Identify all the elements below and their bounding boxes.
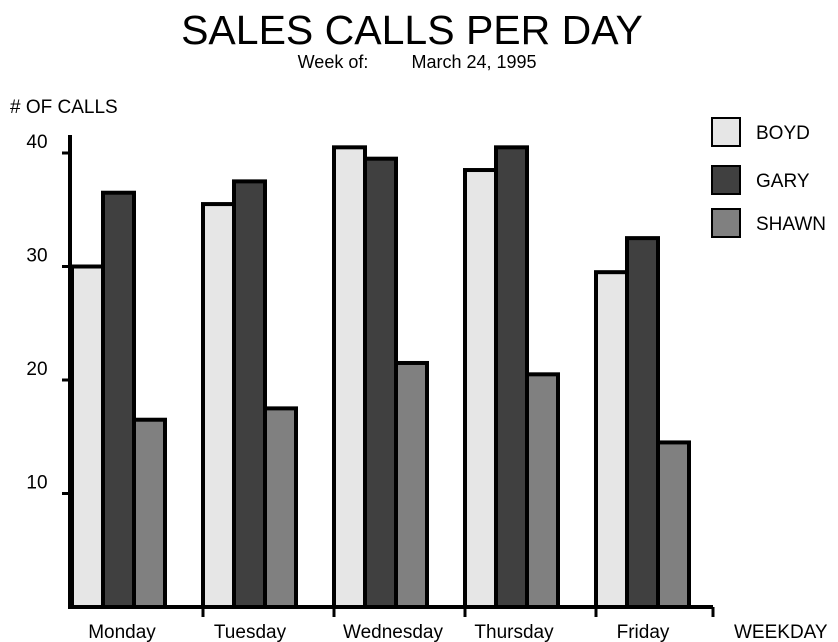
- y-tick-label-40: 40: [26, 132, 47, 153]
- chart-subtitle-prefix: Week of:: [298, 52, 369, 72]
- y-tick-label-20: 20: [26, 359, 47, 380]
- bar-gary-monday: [101, 190, 136, 609]
- bar-gary-thursday: [494, 145, 529, 609]
- legend-swatch-shawn: [711, 208, 741, 238]
- bar-boyd-tuesday: [201, 202, 236, 609]
- category-label-friday: Friday: [617, 622, 670, 642]
- legend-label-shawn: SHAWN: [756, 214, 826, 235]
- x-axis-label: WEEKDAY: [734, 622, 828, 642]
- legend-label-boyd: BOYD: [756, 123, 810, 144]
- bar-shawn-thursday: [525, 372, 560, 610]
- bar-boyd-wednesday: [332, 145, 367, 609]
- bar-gary-wednesday: [363, 156, 398, 610]
- category-label-monday: Monday: [88, 622, 156, 642]
- chart-subtitle-date: March 24, 1995: [411, 52, 536, 72]
- bar-gary-friday: [625, 236, 660, 609]
- category-label-wednesday: Wednesday: [343, 622, 443, 642]
- y-axis-label: # OF CALLS: [10, 97, 118, 118]
- legend-swatch-gary: [711, 165, 741, 195]
- bar-boyd-monday: [70, 264, 105, 609]
- bar-shawn-wednesday: [394, 360, 429, 609]
- y-tick-label-10: 10: [26, 473, 47, 494]
- legend-label-gary: GARY: [756, 171, 810, 192]
- bars-group: [70, 145, 691, 610]
- legend-swatch-boyd: [711, 117, 741, 147]
- y-tick-label-30: 30: [26, 246, 47, 267]
- axes-group: 10 20 30 40 Monday Tuesday Wednesday Thursday Fr…: [26, 132, 715, 642]
- bar-shawn-monday: [132, 417, 167, 609]
- bar-boyd-friday: [594, 270, 629, 609]
- category-label-tuesday: Tuesday: [214, 622, 287, 642]
- bar-shawn-tuesday: [263, 406, 298, 609]
- category-label-thursday: Thursday: [474, 622, 554, 642]
- bar-shawn-friday: [656, 440, 691, 609]
- bar-gary-tuesday: [232, 179, 267, 609]
- legend: BOYD GARY SHAWN: [711, 117, 826, 238]
- chart-title: SALES CALLS PER DAY: [181, 7, 643, 53]
- bar-boyd-thursday: [463, 168, 498, 609]
